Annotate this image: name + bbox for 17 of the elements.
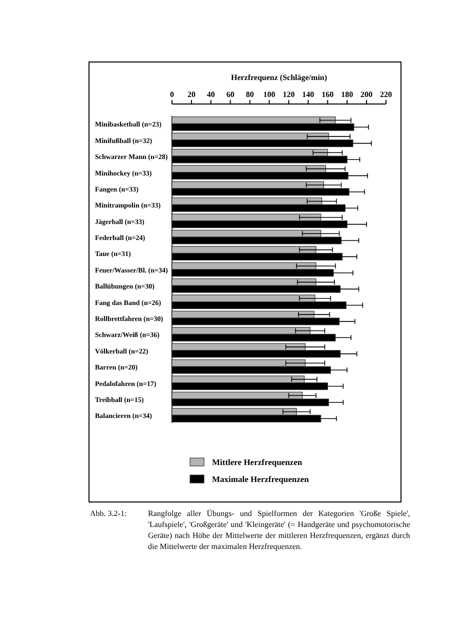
legend-label: Mittlere Herzfrequenzen: [212, 457, 302, 467]
x-tick-label: 100: [263, 90, 276, 99]
text: Rangfolge aller Übungs- und Spielformen der Kategorien 'Große Spiele', 'Laufspiele', 'Großgeräte' und 'Kleingeräte' (= Handgeräte und psychomotorische Geräte) nach Höhe der Mittelwerte der mittleren Herzfrequenzen, ergänzt durch die Mittelwerte der maximalen Herzfrequenzen.: [148, 508, 410, 552]
x-tick-label: 180: [341, 90, 354, 99]
x-tick-label: 80: [246, 90, 254, 99]
caption: Abb. 3.2-1:: [90, 508, 128, 520]
x-tick-label: 160: [322, 90, 334, 99]
x-tick-label: 120: [282, 90, 295, 99]
x-tick-label: 220: [380, 90, 392, 99]
x-tick-label: 20: [187, 90, 196, 99]
x-tick-label: 40: [206, 90, 215, 99]
x-axis-title: Herzfrequenz (Schläge/min): [230, 73, 328, 82]
x-tick-label: 140: [302, 90, 314, 99]
x-tick-label: 200: [360, 90, 373, 99]
x-tick-label: 60: [226, 90, 234, 99]
x-tick-label: 0: [170, 90, 174, 99]
legend-label: Maximale Herzfrequenzen: [212, 474, 310, 484]
